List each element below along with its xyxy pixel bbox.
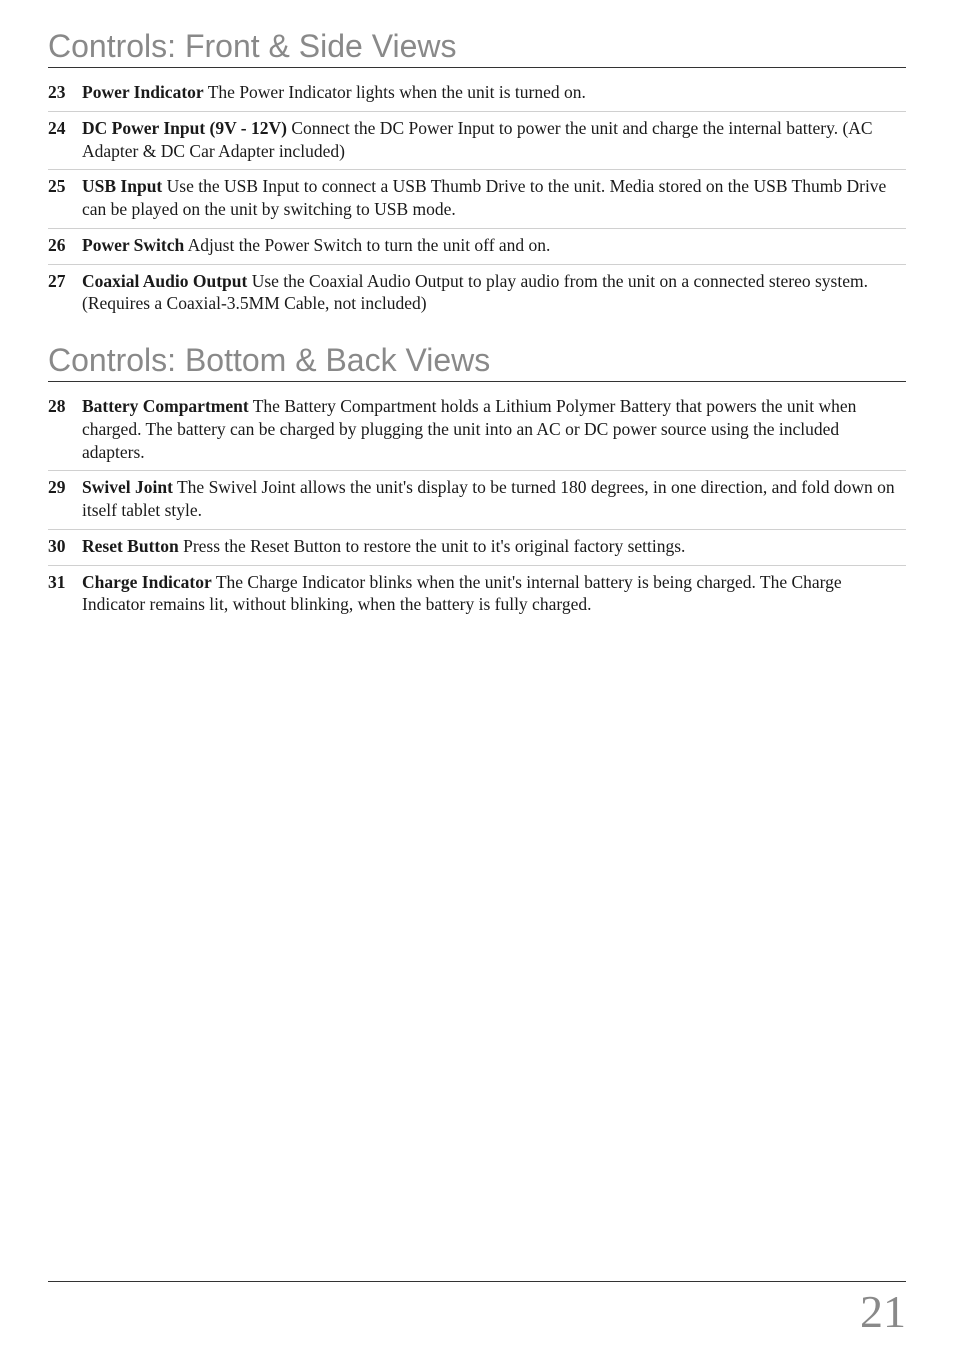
item-term: Reset Button: [82, 536, 179, 556]
footer-rule: [48, 1281, 906, 1282]
item-number: 25: [48, 175, 82, 221]
item-description: Reset Button Press the Reset Button to r…: [82, 535, 906, 558]
item-text: Adjust the Power Switch to turn the unit…: [184, 235, 550, 255]
item-term: DC Power Input (9V - 12V): [82, 118, 287, 138]
item-description: Battery Compartment The Battery Compartm…: [82, 395, 906, 463]
item-term: Coaxial Audio Output: [82, 271, 247, 291]
item-number: 26: [48, 234, 82, 257]
page-number: 21: [860, 1285, 906, 1338]
item-description: DC Power Input (9V - 12V) Connect the DC…: [82, 117, 906, 163]
item-term: Charge Indicator: [82, 572, 212, 592]
item-term: Power Switch: [82, 235, 184, 255]
item-number: 23: [48, 81, 82, 104]
item-number: 31: [48, 571, 82, 617]
item-description: Coaxial Audio Output Use the Coaxial Aud…: [82, 270, 906, 316]
item-text: Press the Reset Button to restore the un…: [179, 536, 686, 556]
item-description: USB Input Use the USB Input to connect a…: [82, 175, 906, 221]
section-bottom-back: Controls: Bottom & Back Views 28 Battery…: [48, 342, 906, 623]
item-number: 30: [48, 535, 82, 558]
item-text: The Power Indicator lights when the unit…: [204, 82, 586, 102]
section-front-side: Controls: Front & Side Views 23 Power In…: [48, 28, 906, 322]
item-description: Swivel Joint The Swivel Joint allows the…: [82, 476, 906, 522]
item-term: Swivel Joint: [82, 477, 173, 497]
list-item: 31 Charge Indicator The Charge Indicator…: [48, 566, 906, 624]
item-number: 27: [48, 270, 82, 316]
item-number: 28: [48, 395, 82, 463]
item-description: Charge Indicator The Charge Indicator bl…: [82, 571, 906, 617]
item-term: USB Input: [82, 176, 162, 196]
list-item: 27 Coaxial Audio Output Use the Coaxial …: [48, 265, 906, 323]
item-text: Use the USB Input to connect a USB Thumb…: [82, 176, 886, 219]
items-list: 28 Battery Compartment The Battery Compa…: [48, 390, 906, 623]
list-item: 28 Battery Compartment The Battery Compa…: [48, 390, 906, 471]
item-term: Battery Compartment: [82, 396, 249, 416]
list-item: 25 USB Input Use the USB Input to connec…: [48, 170, 906, 229]
section-title: Controls: Bottom & Back Views: [48, 342, 906, 382]
list-item: 24 DC Power Input (9V - 12V) Connect the…: [48, 112, 906, 171]
item-number: 24: [48, 117, 82, 163]
list-item: 26 Power Switch Adjust the Power Switch …: [48, 229, 906, 265]
item-description: Power Switch Adjust the Power Switch to …: [82, 234, 906, 257]
item-term: Power Indicator: [82, 82, 204, 102]
item-description: Power Indicator The Power Indicator ligh…: [82, 81, 906, 104]
list-item: 30 Reset Button Press the Reset Button t…: [48, 530, 906, 566]
items-list: 23 Power Indicator The Power Indicator l…: [48, 76, 906, 322]
list-item: 23 Power Indicator The Power Indicator l…: [48, 76, 906, 112]
list-item: 29 Swivel Joint The Swivel Joint allows …: [48, 471, 906, 530]
section-title: Controls: Front & Side Views: [48, 28, 906, 68]
item-text: The Swivel Joint allows the unit's displ…: [82, 477, 895, 520]
item-number: 29: [48, 476, 82, 522]
